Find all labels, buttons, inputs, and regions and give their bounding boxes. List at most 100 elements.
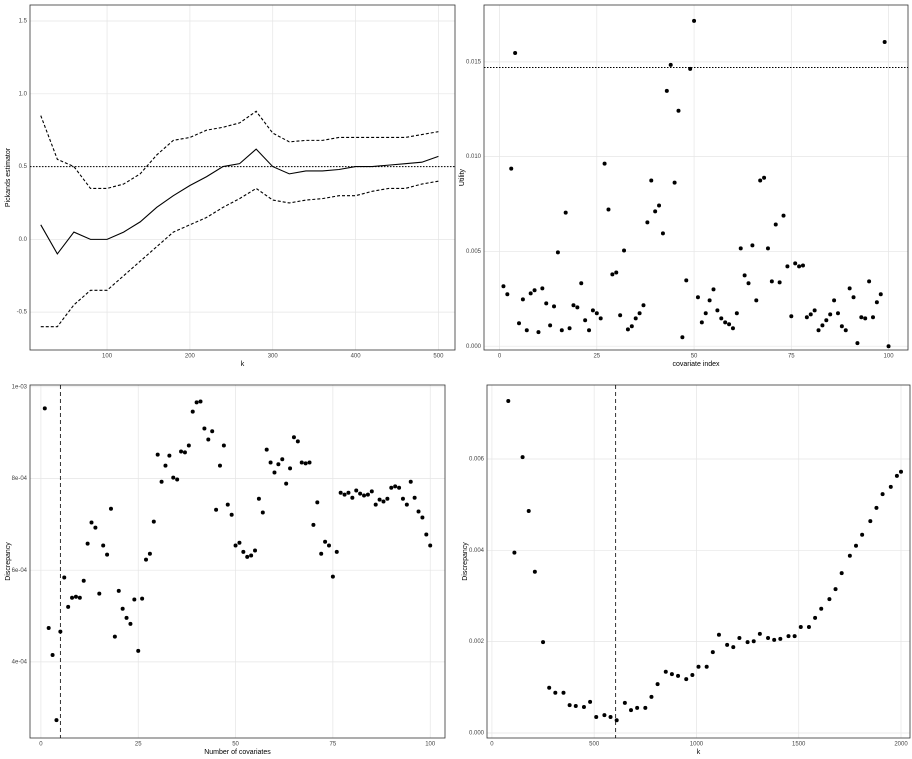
point (725, 642, 730, 647)
point (389, 485, 394, 490)
point (778, 636, 783, 641)
point (424, 532, 429, 537)
point (828, 312, 833, 317)
point (587, 328, 592, 333)
point (635, 705, 640, 710)
point (878, 292, 883, 297)
panel (484, 5, 908, 350)
point (745, 640, 750, 645)
point (288, 466, 293, 471)
point (253, 548, 258, 553)
point (766, 635, 771, 640)
x-tick-label: 0 (498, 354, 502, 360)
point (886, 344, 891, 349)
point (707, 298, 712, 303)
point (827, 597, 832, 602)
point (629, 324, 634, 329)
point (512, 550, 517, 555)
point (690, 672, 695, 677)
point (899, 469, 903, 474)
point (742, 273, 747, 278)
point (643, 705, 648, 710)
point (855, 341, 860, 346)
point (159, 479, 164, 484)
point (544, 301, 549, 306)
y-tick-label: 0.002 (469, 639, 485, 645)
point (676, 108, 681, 113)
point (108, 506, 113, 511)
point (669, 672, 674, 677)
panel (487, 385, 910, 738)
point (260, 510, 265, 515)
point (625, 327, 630, 332)
x-tick-label: 75 (330, 742, 337, 748)
point (786, 634, 791, 639)
point (381, 499, 386, 504)
point (800, 263, 805, 268)
point (816, 328, 821, 333)
point (291, 435, 296, 440)
point (750, 243, 755, 248)
point (738, 246, 743, 251)
point (622, 248, 627, 253)
point (326, 543, 331, 548)
point (824, 318, 829, 323)
point (806, 625, 811, 630)
point (198, 399, 203, 404)
point (657, 203, 662, 208)
point (520, 297, 525, 302)
x-tick-label: 100 (884, 354, 895, 360)
point (245, 554, 250, 559)
point (428, 543, 433, 548)
point (559, 328, 564, 333)
point (575, 305, 580, 310)
point (594, 714, 599, 719)
point (773, 222, 778, 227)
point (851, 295, 856, 300)
point (655, 682, 660, 687)
point (731, 645, 736, 650)
y-tick-label: -0.5 (17, 310, 28, 316)
point (769, 279, 774, 284)
point (50, 653, 55, 658)
point (520, 455, 525, 460)
y-tick-label: 6e-04 (12, 568, 28, 574)
point (299, 460, 304, 465)
point (598, 316, 603, 321)
series-line (40, 180, 439, 328)
point (408, 479, 413, 484)
point (147, 551, 152, 556)
point (754, 298, 759, 303)
x-tick-label: 2000 (894, 742, 908, 748)
y-tick-label: 1.0 (19, 91, 28, 97)
point (70, 595, 75, 600)
y-tick-label: 1.5 (19, 19, 28, 25)
y-tick-label: 0.000 (466, 344, 482, 350)
point (420, 515, 425, 520)
point (532, 288, 537, 293)
point (808, 312, 813, 317)
point (272, 470, 277, 475)
y-axis-title: Utility (459, 168, 466, 186)
point (284, 481, 289, 486)
point (548, 323, 553, 328)
point (89, 520, 94, 525)
panel (30, 5, 455, 350)
panel-border (483, 4, 909, 351)
point (105, 552, 110, 557)
point (77, 595, 82, 600)
point (672, 180, 677, 185)
y-tick-label: 0.5 (19, 164, 28, 170)
point (610, 272, 615, 277)
point (863, 316, 868, 321)
point (256, 496, 261, 501)
x-tick-label: 500 (433, 354, 444, 360)
point (540, 286, 545, 291)
point (303, 461, 308, 466)
point (793, 261, 798, 266)
point (812, 308, 817, 313)
point (330, 574, 335, 579)
point (140, 596, 145, 601)
point (175, 477, 180, 482)
point (606, 207, 611, 212)
